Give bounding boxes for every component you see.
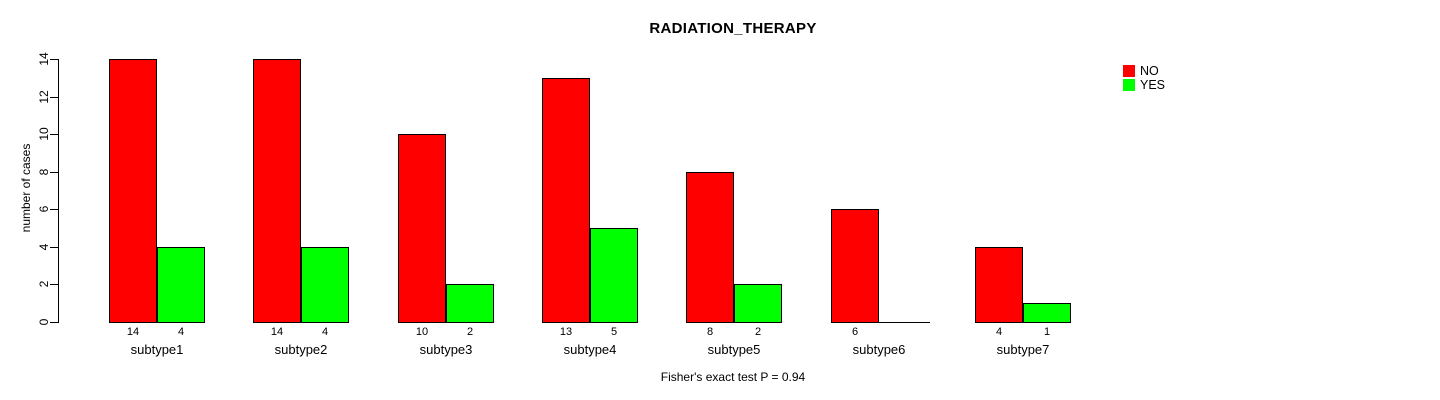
y-tick [50,284,58,286]
bar-value-label: 13 [559,326,573,338]
bar-yes [590,228,638,323]
bar-value-label: 14 [270,326,284,338]
y-axis-label: number of cases [19,143,33,233]
bar-no [253,59,301,323]
bar-value-label: 4 [321,326,329,338]
category-label: subtype6 [852,342,906,357]
bar-value-label: 2 [466,326,474,338]
bar-yes [301,246,349,323]
bar-value-label: 4 [995,326,1003,338]
bar-yes [734,284,782,323]
y-tick-label: 8 [37,168,51,176]
bar-yes [157,246,205,323]
bar-no [975,246,1023,323]
bar-no [109,59,157,323]
bar-value-label: 5 [610,326,618,338]
y-tick [50,59,58,60]
y-tick [50,96,58,98]
bar-value-label: 2 [754,326,762,338]
y-tick-label: 12 [37,89,51,104]
bar-yes [1023,303,1071,323]
fisher-test-annotation: Fisher's exact test P = 0.94 [660,370,806,384]
y-tick [50,209,58,211]
legend-swatch-no [1123,65,1135,78]
bar-yes [446,284,494,323]
category-label: subtype3 [419,342,473,357]
bar-no [398,134,446,323]
y-axis-line [58,59,59,323]
legend-swatch-yes [1123,78,1135,91]
bar-value-label: 14 [126,326,140,338]
y-tick [50,134,58,136]
bar-no [686,171,734,323]
bar-value-label: 6 [851,326,859,338]
bar-value-label: 8 [706,326,714,338]
chart-title: RADIATION_THERAPY [649,20,817,37]
category-label: subtype4 [563,342,617,357]
y-tick [50,171,58,173]
category-label: subtype5 [707,342,761,357]
y-tick [50,246,58,248]
bar-value-label: 4 [177,326,185,338]
y-tick-label: 6 [37,205,51,213]
bar-no [831,209,879,323]
y-tick-label: 0 [37,318,51,326]
legend-item-no: NO [1123,65,1165,78]
legend-item-yes: YES [1123,77,1166,92]
legend-label-no: NO [1140,64,1159,78]
bar-no [542,77,590,323]
category-label: subtype1 [130,342,184,357]
bar-value-label: 10 [415,326,429,338]
y-tick-label: 4 [37,243,51,251]
category-label: subtype7 [996,342,1050,357]
legend: NO YES [1123,65,1165,92]
y-tick-label: 2 [37,281,51,288]
category-label: subtype2 [274,342,328,357]
bar-yes-zero-baseline [879,322,930,323]
legend-label-yes: YES [1140,77,1166,92]
y-tick-label: 14 [37,52,51,66]
bar-value-label: 1 [1043,326,1051,338]
y-tick-label: 10 [37,127,51,141]
y-tick [50,322,58,323]
